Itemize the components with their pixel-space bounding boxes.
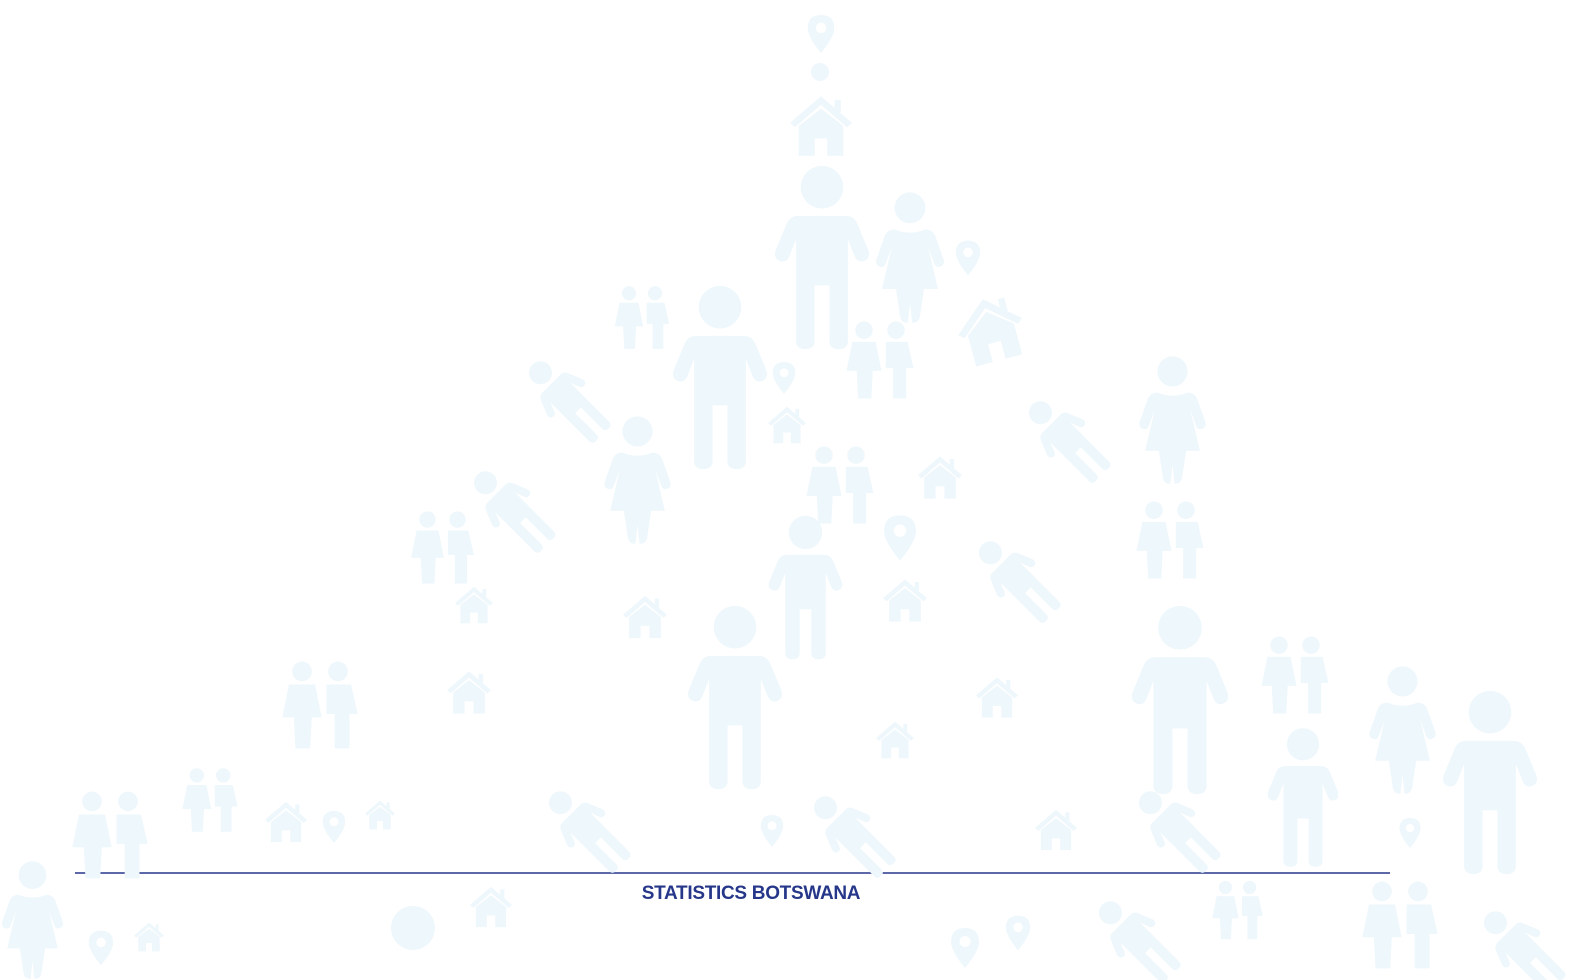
man-icon [774, 165, 870, 350]
family-icon [72, 791, 148, 879]
family-icon [806, 446, 874, 524]
pin-icon [1399, 818, 1421, 848]
woman-icon [604, 416, 671, 544]
pin-icon [1005, 915, 1031, 951]
pin-icon [322, 811, 346, 843]
house-icon [470, 886, 512, 928]
pin-icon [884, 515, 916, 561]
pin-icon [88, 930, 114, 966]
house-icon [768, 406, 806, 444]
man-icon [768, 515, 843, 660]
man-icon [534, 776, 641, 883]
house-icon [790, 96, 852, 156]
house-icon [950, 290, 1032, 369]
house-icon [918, 456, 962, 499]
house-icon [365, 800, 395, 830]
family-icon [846, 321, 914, 399]
decorative-icons [1, 15, 1576, 980]
family-icon [1136, 501, 1204, 579]
woman-icon [876, 192, 944, 323]
pin-icon [807, 15, 835, 53]
man-icon [672, 285, 768, 470]
woman-icon [1139, 356, 1206, 484]
family-icon [614, 286, 670, 349]
house-icon [1035, 809, 1077, 851]
pin-icon [955, 240, 981, 276]
man-icon [1469, 896, 1576, 980]
house-icon [455, 586, 493, 624]
family-icon [1362, 881, 1438, 969]
family-icon [282, 661, 358, 749]
man-icon [1131, 605, 1229, 795]
dot-icon [811, 63, 829, 81]
house-icon [623, 595, 667, 639]
pin-icon [951, 928, 979, 968]
man-icon [799, 781, 906, 888]
family-icon [411, 511, 474, 584]
house-icon [447, 671, 491, 714]
man-icon [1084, 886, 1191, 980]
house-icon [876, 721, 914, 759]
family-icon [1261, 636, 1329, 714]
house-icon [976, 677, 1018, 718]
house-icon [134, 922, 164, 952]
man-icon [459, 456, 566, 563]
man-icon [1442, 690, 1538, 875]
man-icon [687, 605, 783, 790]
dot-icon [391, 906, 435, 950]
house-icon [265, 801, 307, 843]
family-icon [182, 768, 238, 832]
pin-icon [760, 815, 784, 847]
man-icon [1014, 386, 1121, 493]
footer-organization: STATISTICS BOTSWANA [642, 883, 861, 904]
woman-icon [1369, 666, 1436, 794]
man-icon [1268, 728, 1338, 867]
house-icon [883, 579, 927, 622]
man-icon [1124, 776, 1231, 883]
man-icon [514, 346, 621, 453]
woman-icon [1, 861, 64, 979]
family-icon [1212, 880, 1263, 940]
man-icon [964, 526, 1071, 633]
pin-icon [772, 362, 796, 394]
